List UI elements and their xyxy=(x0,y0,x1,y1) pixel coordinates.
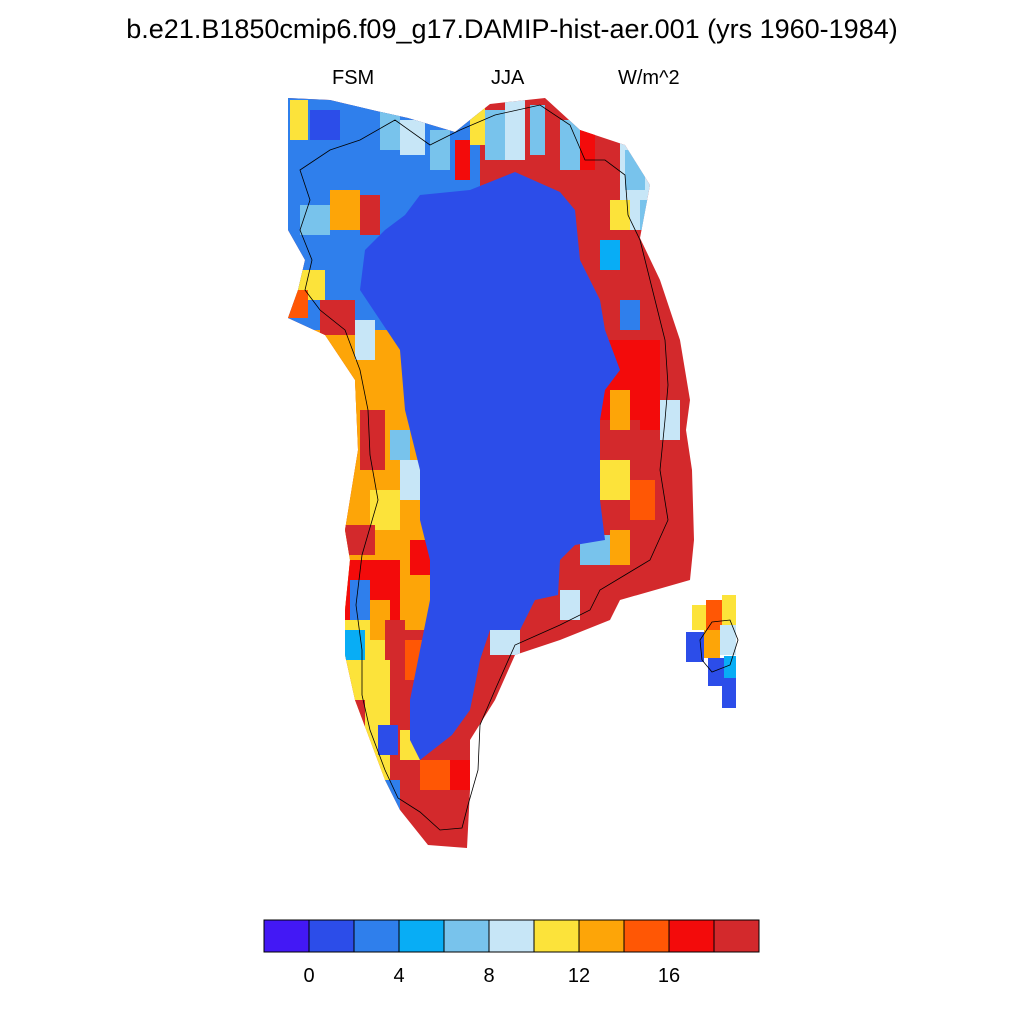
season-label: JJA xyxy=(491,67,525,89)
interior-ice-sheet xyxy=(360,172,620,760)
colorbar-swatch xyxy=(713,919,760,953)
iceland-fragment xyxy=(686,595,736,708)
variable-label: FSM xyxy=(332,67,375,89)
colorbar-tick-label: 0 xyxy=(303,965,314,987)
colorbar-swatch xyxy=(308,919,355,953)
colorbar-swatch xyxy=(443,919,490,953)
colorbar-swatch xyxy=(263,919,310,953)
land-field xyxy=(288,98,694,848)
colorbar-swatch xyxy=(623,919,670,953)
colorbar-tick-label: 8 xyxy=(483,965,494,987)
colorbar-swatch xyxy=(578,919,625,953)
colorbar-tick-label: 16 xyxy=(658,965,680,987)
coastline xyxy=(299,104,669,831)
colorbar-swatch xyxy=(353,919,400,953)
colorbar-swatch xyxy=(668,919,715,953)
iceland-coastline xyxy=(699,619,739,673)
units-label: W/m^2 xyxy=(618,67,680,89)
colorbar-swatch xyxy=(533,919,580,953)
colorbar-swatch xyxy=(488,919,535,953)
plot-title: b.e21.B1850cmip6.f09_g17.DAMIP-hist-aer.… xyxy=(126,14,898,44)
colorbar-tick-label: 12 xyxy=(568,965,590,987)
colorbar-tick-label: 4 xyxy=(393,965,404,987)
colorbar-swatch xyxy=(398,919,445,953)
greenland-map xyxy=(288,98,739,848)
